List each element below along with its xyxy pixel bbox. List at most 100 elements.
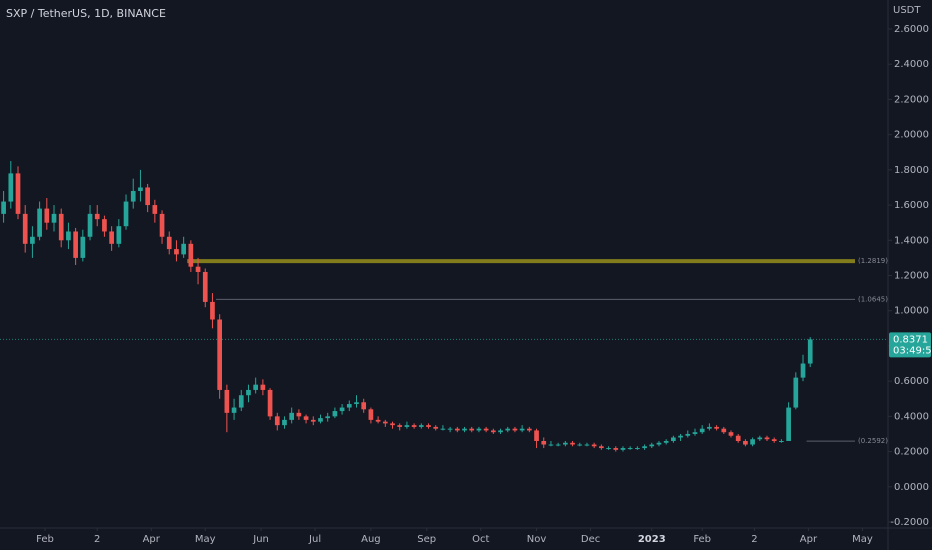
x-tick-label: Oct: [472, 534, 489, 545]
candle-body: [130, 190, 136, 202]
candle-body: [512, 428, 518, 431]
y-tick-label: -0.2000: [890, 517, 929, 528]
candle-body: [238, 395, 244, 408]
candle-body: [627, 448, 633, 450]
candle-body: [109, 231, 114, 244]
x-tick-label: Apr: [800, 534, 818, 545]
candle-body: [296, 412, 302, 417]
x-tick-label: 2: [94, 534, 100, 545]
candle-body: [807, 339, 813, 364]
candle-body: [159, 213, 165, 237]
candle-body: [145, 187, 150, 206]
y-tick-label: 2.2000: [894, 94, 929, 105]
candle-body: [282, 419, 287, 426]
candle-body: [577, 444, 583, 446]
last-price-box: [889, 332, 931, 358]
candle-body: [22, 213, 28, 244]
candle-body: [771, 439, 777, 442]
candle-body: [260, 384, 266, 390]
candle-body: [440, 428, 446, 430]
candle-body: [656, 442, 662, 445]
candle-body: [707, 426, 712, 429]
candle-body: [426, 425, 431, 427]
x-tick-label: Nov: [527, 534, 547, 545]
candle-body: [174, 249, 179, 255]
x-tick-label: May: [195, 534, 216, 545]
candle-body: [181, 243, 186, 255]
candle-body: [202, 271, 208, 302]
candle-body: [642, 446, 647, 449]
candle-body: [253, 384, 259, 390]
candle-body: [224, 389, 230, 413]
candle-body: [685, 433, 691, 436]
candle-body: [743, 441, 748, 445]
candle-body: [210, 301, 215, 320]
candle-body: [527, 428, 532, 431]
candle-body: [332, 411, 338, 417]
candle-body: [325, 416, 331, 419]
y-tick-label: 1.2000: [894, 271, 929, 282]
y-tick-label: 1.8000: [894, 165, 929, 176]
candle-body: [44, 208, 50, 223]
candle-body: [188, 243, 194, 267]
candle-body: [764, 437, 770, 440]
candle-body: [519, 428, 525, 431]
candle-body: [138, 187, 143, 191]
candle-body: [51, 213, 57, 223]
candle-body: [382, 421, 388, 424]
candle-body: [116, 226, 122, 244]
y-tick-label: 0.6000: [894, 376, 929, 387]
candle-body: [671, 437, 676, 442]
candle-body: [390, 423, 395, 426]
y-tick-label: 1.0000: [894, 306, 929, 317]
candle-body: [217, 319, 222, 390]
candle-body: [714, 426, 719, 429]
candle-body: [649, 444, 655, 447]
candle-body: [94, 213, 100, 220]
candle-body: [37, 208, 42, 237]
candle-body: [102, 219, 107, 232]
x-tick-label: 2023: [638, 534, 666, 545]
candle-body: [620, 448, 626, 450]
candle-body: [735, 435, 741, 442]
x-tick-label: Feb: [36, 534, 54, 545]
candle-body: [570, 442, 575, 445]
candle-body: [728, 432, 734, 436]
candle-body: [30, 236, 35, 244]
x-tick-label: Aug: [361, 534, 381, 545]
candle-body: [757, 437, 763, 440]
candle-body: [490, 430, 496, 433]
y-tick-label: 2.6000: [894, 24, 929, 35]
candle-body: [87, 213, 93, 237]
candle-body: [1, 201, 6, 214]
candle-body: [563, 442, 568, 445]
candle-body: [73, 231, 78, 258]
candle-body: [498, 430, 503, 433]
candle-body: [606, 448, 611, 450]
candle-body: [8, 173, 14, 202]
candle-body: [555, 444, 561, 446]
candle-body: [548, 444, 554, 446]
candle-body: [447, 428, 453, 430]
candle-body: [195, 266, 201, 272]
x-tick-label: Sep: [417, 534, 436, 545]
candle-body: [692, 432, 698, 434]
candle-body: [699, 428, 705, 433]
candle-body: [368, 409, 374, 420]
last-price-label: 0.8371: [893, 334, 928, 345]
x-tick-label: Apr: [143, 534, 161, 545]
candle-body: [80, 236, 86, 258]
candle-body: [166, 236, 172, 250]
x-tick-label: Jun: [252, 534, 269, 545]
candle-body: [584, 444, 590, 446]
candle-body: [354, 402, 359, 405]
candle-body: [454, 428, 460, 431]
candle-body: [483, 428, 489, 431]
candle-body: [397, 425, 403, 427]
candle-body: [318, 418, 323, 422]
y-tick-label: 0.0000: [894, 482, 929, 493]
y-tick-label: 0.2000: [894, 447, 929, 458]
